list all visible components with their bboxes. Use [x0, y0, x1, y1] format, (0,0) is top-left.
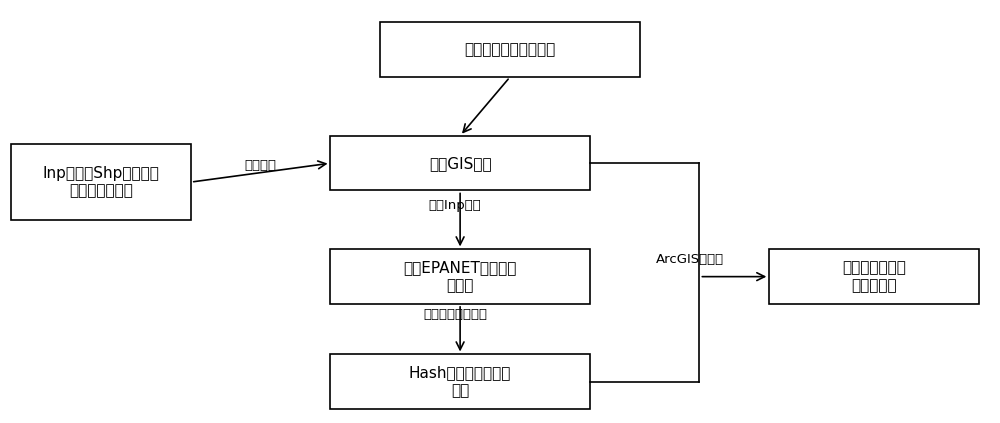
Text: 转出Inp文件: 转出Inp文件: [429, 198, 482, 212]
Text: 数据转换: 数据转换: [245, 159, 277, 172]
FancyBboxPatch shape: [330, 136, 590, 190]
FancyBboxPatch shape: [380, 22, 640, 77]
Text: 水力模型参数设置调整: 水力模型参数设置调整: [464, 42, 556, 57]
FancyBboxPatch shape: [330, 354, 590, 409]
FancyBboxPatch shape: [11, 144, 191, 220]
Text: 模拟值地图符号
化动态展示: 模拟值地图符号 化动态展示: [842, 261, 906, 293]
Text: Inp文件与Shp文件的数
据数据转换匹配: Inp文件与Shp文件的数 据数据转换匹配: [43, 166, 160, 198]
Text: 调用EPANET库执行水
力计算: 调用EPANET库执行水 力计算: [403, 261, 517, 293]
FancyBboxPatch shape: [769, 249, 979, 304]
Text: Hash表缓存模拟时序
数据: Hash表缓存模拟时序 数据: [409, 365, 511, 398]
Text: 模拟结果数据获取: 模拟结果数据获取: [423, 308, 487, 321]
FancyBboxPatch shape: [330, 249, 590, 304]
Text: 管网GIS数据: 管网GIS数据: [429, 156, 491, 170]
Text: ArcGIS组件库: ArcGIS组件库: [655, 253, 724, 266]
